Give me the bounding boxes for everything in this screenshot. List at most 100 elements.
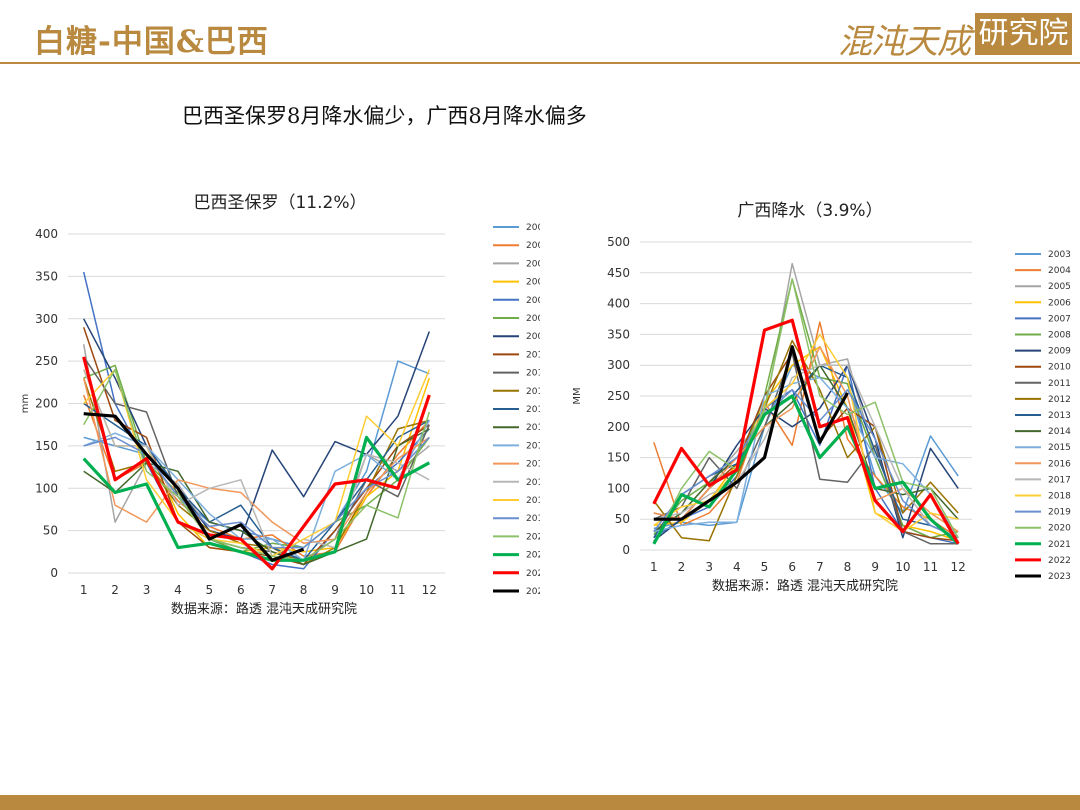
x-tick-label: 11: [923, 560, 938, 574]
y-tick-label: 400: [607, 297, 630, 311]
legend-label-2012: 2012: [1048, 395, 1071, 405]
legend-label-2023: 2023: [1048, 572, 1071, 582]
x-tick-label: 3: [143, 583, 151, 597]
legend-label-2017: 2017: [526, 478, 540, 488]
legend-label-2007: 2007: [1048, 314, 1071, 324]
x-tick-label: 2: [111, 583, 119, 597]
y-axis-label: mm: [20, 394, 31, 413]
series-line-2007: [82, 271, 430, 570]
x-tick-label: 1: [80, 583, 88, 597]
legend-label-2009: 2009: [526, 332, 540, 342]
y-tick-label: 100: [607, 481, 630, 495]
y-tick-label: 250: [607, 389, 630, 403]
legend-label-2008: 2008: [526, 314, 540, 324]
series-line-2015: [653, 376, 959, 539]
legend-label-2009: 2009: [1048, 347, 1071, 357]
legend-label-2010: 2010: [1048, 363, 1071, 373]
page-header-title: 白糖-中国&巴西: [34, 24, 269, 60]
x-tick-label: 7: [816, 560, 824, 574]
series-line-2012: [653, 339, 959, 542]
x-tick-label: 1: [650, 560, 658, 574]
legend-label-2005: 2005: [526, 259, 540, 269]
x-tick-label: 2: [678, 560, 686, 574]
legend-label-2013: 2013: [1048, 411, 1071, 421]
x-tick-label: 7: [268, 583, 276, 597]
series-line-2015: [83, 420, 430, 562]
y-tick-label: 400: [35, 227, 58, 241]
y-tick-label: 100: [35, 481, 58, 495]
brand-logo-badge: 研究院: [975, 13, 1072, 55]
legend-label-2010: 2010: [526, 350, 540, 360]
legend-label-2020: 2020: [1048, 524, 1071, 534]
legend-label-2007: 2007: [526, 296, 540, 306]
brand-logo-text: 混沌天成: [838, 22, 971, 62]
y-tick-label: 150: [35, 439, 58, 453]
source-note: 数据来源：路透 混沌天成研究院: [171, 601, 357, 617]
y-tick-label: 350: [35, 269, 58, 283]
series-line-2020: [653, 278, 959, 545]
x-tick-label: 10: [359, 583, 374, 597]
legend-label-2015: 2015: [1048, 443, 1071, 453]
y-tick-label: 350: [607, 327, 630, 341]
x-tick-label: 9: [871, 560, 879, 574]
legend-label-2020: 2020: [526, 532, 540, 542]
legend-label-2003: 2003: [526, 223, 540, 233]
legend-label-2006: 2006: [526, 278, 540, 288]
series-line-2022: [82, 356, 431, 571]
legend-label-2015: 2015: [526, 441, 540, 451]
legend-label-2021: 2021: [1048, 540, 1071, 550]
y-tick-label: 300: [35, 312, 58, 326]
legend-label-2016: 2016: [1048, 459, 1071, 469]
header-divider: [0, 62, 1080, 64]
series-line-2008: [83, 364, 430, 553]
series-line-2023: [653, 345, 849, 521]
legend-label-2011: 2011: [526, 369, 540, 379]
legend-label-2013: 2013: [526, 405, 540, 415]
slide-title: 巴西圣保罗8月降水偏少，广西8月降水偏多: [182, 104, 587, 128]
chart-title: 广西降水（3.9%）: [737, 201, 882, 221]
series-line-2004: [82, 394, 430, 557]
legend-label-2016: 2016: [526, 460, 540, 470]
legend-label-2004: 2004: [526, 241, 540, 251]
y-tick-label: 450: [607, 266, 630, 280]
legend-label-2019: 2019: [526, 514, 540, 524]
y-tick-label: 200: [35, 397, 58, 411]
x-tick-label: 8: [844, 560, 852, 574]
series-line-2013: [83, 402, 430, 562]
guangxi-rainfall-chart: 广西降水（3.9%） 0 50 100 150 200 250 300 350 400 450 500…: [572, 201, 1071, 594]
x-tick-label: 5: [761, 560, 769, 574]
x-tick-label: 3: [705, 560, 713, 574]
y-tick-label: 200: [607, 420, 630, 434]
series-line-2019: [83, 436, 430, 549]
series-line-2011: [83, 356, 430, 562]
legend-label-2021: 2021: [526, 551, 540, 561]
footer-bar: [0, 795, 1080, 810]
x-tick-label: 12: [422, 583, 437, 597]
series-line-2018: [653, 333, 959, 533]
y-tick-label: 300: [607, 358, 630, 372]
legend-label-2023: 2023: [526, 587, 540, 597]
legend-label-2022: 2022: [1048, 556, 1071, 566]
legend-label-2008: 2008: [1048, 331, 1071, 341]
legend-label-2005: 2005: [1048, 282, 1071, 292]
x-tick-label: 8: [300, 583, 308, 597]
y-tick-label: 150: [607, 451, 630, 465]
series-line-2016: [82, 377, 430, 545]
legend-label-2014: 2014: [1048, 427, 1071, 437]
legend-label-2012: 2012: [526, 387, 540, 397]
y-tick-label: 250: [35, 354, 58, 368]
legend-label-2004: 2004: [1048, 266, 1071, 276]
y-tick-label: 0: [50, 566, 58, 580]
y-axis-label: MM: [572, 387, 583, 404]
source-note: 数据来源：路透 混沌天成研究院: [712, 578, 898, 594]
x-tick-label: 6: [237, 583, 245, 597]
x-tick-label: 5: [206, 583, 214, 597]
series-line-2022: [652, 318, 960, 545]
x-tick-label: 9: [331, 583, 339, 597]
y-tick-label: 500: [607, 235, 630, 249]
x-tick-label: 4: [733, 560, 741, 574]
x-tick-label: 10: [895, 560, 910, 574]
series-line-2023: [83, 412, 305, 562]
x-tick-label: 12: [951, 560, 966, 574]
